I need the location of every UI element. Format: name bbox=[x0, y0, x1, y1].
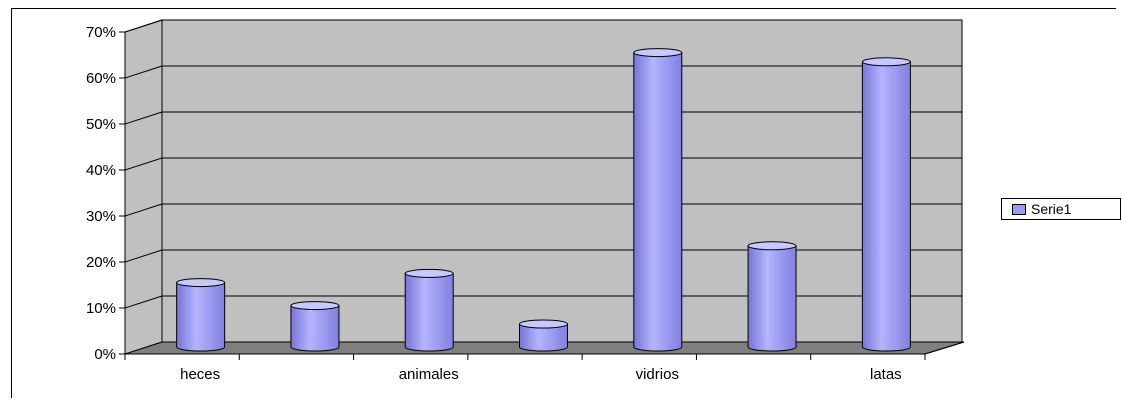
legend-label-serie1: Serie1 bbox=[1031, 201, 1072, 217]
bar bbox=[290, 301, 340, 352]
gridline-side bbox=[124, 249, 163, 263]
bar-top bbox=[747, 241, 797, 251]
bar-top bbox=[176, 278, 226, 288]
bar bbox=[747, 241, 797, 352]
gridline-side bbox=[124, 111, 163, 125]
x-category-label: heces bbox=[180, 366, 220, 383]
bar-body bbox=[290, 305, 340, 352]
y-tick-label: 50% bbox=[86, 116, 116, 133]
bar-top bbox=[633, 48, 683, 58]
y-axis: 0% 10% 20% 30% 40% 50% 60% 70% bbox=[86, 24, 126, 363]
bar-body bbox=[633, 52, 683, 352]
chart-frame bbox=[11, 8, 1116, 398]
gridline-side bbox=[124, 203, 163, 217]
bar bbox=[404, 268, 454, 352]
bars bbox=[176, 48, 911, 352]
y-tick-label: 0% bbox=[94, 346, 116, 363]
y-tick-label: 30% bbox=[86, 208, 116, 225]
legend: Serie1 bbox=[1001, 198, 1121, 220]
bar bbox=[176, 278, 226, 352]
y-tick-label: 60% bbox=[86, 70, 116, 87]
bar-body bbox=[404, 272, 454, 352]
bar-top bbox=[404, 268, 454, 278]
bar-top bbox=[861, 57, 911, 67]
x-axis-edge bbox=[924, 341, 965, 355]
gridline-side bbox=[124, 295, 163, 309]
y-tick-label: 40% bbox=[86, 162, 116, 179]
gridline-side bbox=[124, 157, 163, 171]
bar-body bbox=[519, 323, 568, 352]
x-category-label: latas bbox=[870, 366, 902, 383]
legend-swatch-serie1 bbox=[1012, 203, 1026, 215]
gridline-side bbox=[124, 19, 163, 33]
chart-walls bbox=[124, 19, 965, 355]
gridlines bbox=[124, 19, 962, 309]
side-wall bbox=[124, 19, 163, 355]
x-axis: heces animales vidrios latas bbox=[124, 341, 965, 383]
y-tick-label: 10% bbox=[86, 300, 116, 317]
bar bbox=[633, 48, 683, 352]
gridline-side bbox=[124, 65, 163, 79]
bar bbox=[861, 57, 911, 352]
x-category-label: vidrios bbox=[636, 366, 679, 383]
bar-body bbox=[861, 61, 911, 352]
bar bbox=[519, 319, 568, 352]
bar-top bbox=[290, 301, 340, 311]
bar-body bbox=[747, 245, 797, 352]
y-tick-label: 70% bbox=[86, 24, 116, 41]
back-wall bbox=[161, 19, 963, 343]
y-tick-label: 20% bbox=[86, 254, 116, 271]
bar-body bbox=[176, 282, 226, 352]
bar-top bbox=[519, 319, 568, 329]
x-category-label: animales bbox=[399, 366, 459, 383]
